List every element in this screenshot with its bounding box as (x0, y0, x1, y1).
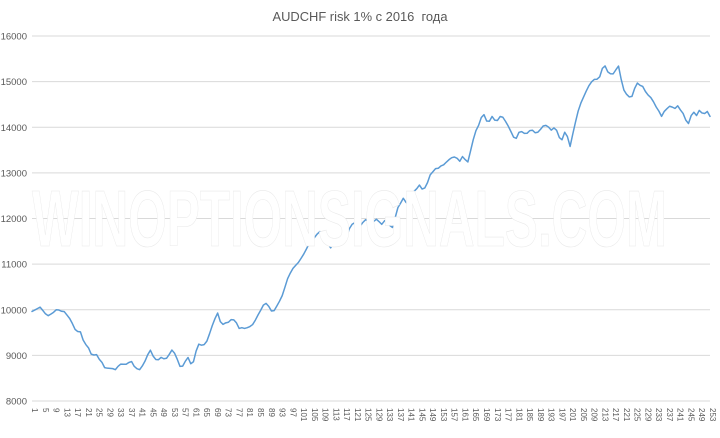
svg-text:29: 29 (105, 408, 114, 417)
svg-text:33: 33 (116, 408, 125, 417)
svg-text:57: 57 (181, 408, 190, 417)
svg-text:253: 253 (708, 408, 717, 422)
svg-text:173: 173 (493, 408, 502, 422)
svg-text:141: 141 (407, 408, 416, 422)
svg-text:9000: 9000 (6, 351, 27, 362)
svg-text:237: 237 (665, 408, 674, 422)
svg-text:129: 129 (374, 408, 383, 422)
svg-text:209: 209 (590, 408, 599, 422)
svg-text:15000: 15000 (1, 77, 27, 88)
svg-text:45: 45 (148, 408, 157, 417)
svg-text:53: 53 (170, 408, 179, 417)
svg-text:157: 157 (450, 408, 459, 422)
svg-text:10000: 10000 (1, 305, 27, 316)
svg-text:149: 149 (428, 408, 437, 422)
svg-text:249: 249 (697, 408, 706, 422)
svg-text:81: 81 (245, 408, 254, 417)
svg-text:145: 145 (417, 408, 426, 422)
svg-text:197: 197 (557, 408, 566, 422)
svg-text:165: 165 (471, 408, 480, 422)
svg-text:49: 49 (159, 408, 168, 417)
svg-text:11000: 11000 (1, 260, 27, 271)
svg-text:233: 233 (654, 408, 663, 422)
svg-text:21: 21 (84, 408, 93, 417)
svg-text:16000: 16000 (1, 32, 27, 43)
svg-text:177: 177 (504, 408, 513, 422)
svg-text:12000: 12000 (1, 214, 27, 225)
svg-text:229: 229 (643, 408, 652, 422)
svg-text:5: 5 (41, 408, 50, 413)
svg-text:65: 65 (202, 408, 211, 417)
svg-text:245: 245 (686, 408, 695, 422)
svg-text:13: 13 (62, 408, 71, 417)
svg-text:125: 125 (364, 408, 373, 422)
svg-text:117: 117 (342, 408, 351, 421)
svg-text:73: 73 (224, 408, 233, 417)
svg-text:113: 113 (331, 408, 340, 421)
svg-text:9: 9 (52, 408, 61, 413)
svg-text:153: 153 (439, 408, 448, 422)
svg-text:41: 41 (138, 408, 147, 417)
svg-text:221: 221 (622, 408, 631, 422)
svg-text:133: 133 (385, 408, 394, 422)
svg-text:13000: 13000 (1, 168, 27, 179)
svg-text:17: 17 (73, 408, 82, 417)
svg-text:185: 185 (525, 408, 534, 422)
svg-text:93: 93 (278, 408, 287, 417)
svg-text:169: 169 (482, 408, 491, 422)
svg-text:201: 201 (568, 408, 577, 422)
svg-text:25: 25 (95, 408, 104, 417)
svg-text:161: 161 (460, 408, 469, 422)
svg-text:193: 193 (547, 408, 556, 422)
svg-text:189: 189 (536, 408, 545, 422)
svg-text:77: 77 (234, 408, 243, 417)
svg-text:61: 61 (191, 408, 200, 417)
svg-text:121: 121 (353, 408, 362, 422)
svg-text:105: 105 (310, 408, 319, 422)
svg-text:101: 101 (299, 408, 308, 422)
svg-text:37: 37 (127, 408, 136, 417)
svg-text:14000: 14000 (1, 123, 27, 134)
svg-text:97: 97 (288, 408, 297, 417)
svg-text:225: 225 (633, 408, 642, 422)
svg-text:181: 181 (514, 408, 523, 422)
svg-text:109: 109 (321, 408, 330, 422)
svg-text:85: 85 (256, 408, 265, 417)
svg-text:241: 241 (676, 408, 685, 422)
svg-text:137: 137 (396, 408, 405, 422)
svg-text:8000: 8000 (6, 397, 27, 408)
svg-text:69: 69 (213, 408, 222, 417)
svg-text:1: 1 (30, 408, 39, 413)
svg-text:217: 217 (611, 408, 620, 422)
svg-text:205: 205 (579, 408, 588, 422)
svg-text:89: 89 (267, 408, 276, 417)
svg-text:213: 213 (600, 408, 609, 422)
